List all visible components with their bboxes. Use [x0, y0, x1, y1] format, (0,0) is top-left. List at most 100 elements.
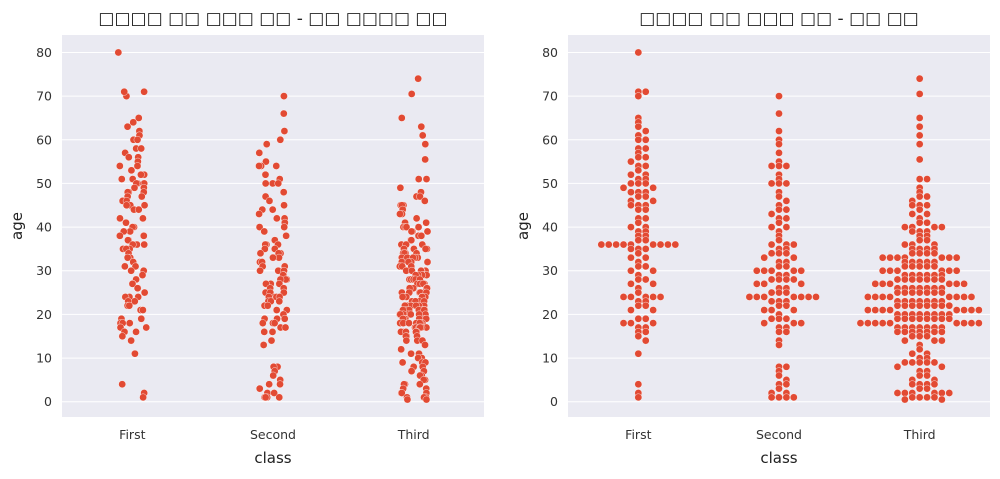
data-point [272, 162, 281, 170]
data-point [945, 301, 954, 310]
data-point [122, 218, 130, 227]
data-points [114, 48, 432, 404]
data-point [275, 280, 284, 288]
data-point [256, 266, 264, 275]
data-point [767, 314, 776, 323]
data-point [142, 323, 151, 332]
data-point [118, 332, 127, 341]
data-point [627, 280, 635, 288]
data-point [279, 188, 288, 196]
data-point [886, 293, 894, 301]
data-point [649, 293, 657, 301]
data-point [901, 288, 909, 297]
data-point [915, 236, 924, 244]
data-point [634, 275, 643, 284]
data-point [923, 301, 931, 310]
data-point [790, 240, 798, 249]
data-point [790, 275, 798, 284]
data-point [634, 314, 643, 323]
data-point [627, 201, 635, 210]
data-point [641, 245, 650, 253]
data-point [915, 175, 924, 183]
data-point [649, 319, 657, 327]
data-point [945, 266, 954, 275]
data-point [760, 306, 769, 314]
data-point [273, 214, 281, 223]
data-point [782, 288, 791, 297]
data-point [797, 293, 806, 301]
data-point [634, 92, 643, 100]
x-tick-label: First [119, 427, 145, 442]
data-point [901, 358, 909, 367]
data-point [421, 245, 430, 253]
data-point [627, 253, 635, 262]
data-point [140, 201, 149, 210]
data-point [270, 319, 279, 327]
data-point [414, 223, 423, 231]
data-point [396, 183, 405, 192]
data-point [782, 205, 791, 214]
data-point [871, 306, 880, 314]
data-point [878, 319, 887, 327]
data-point [797, 280, 806, 288]
data-point [634, 153, 643, 162]
data-point [627, 223, 635, 231]
data-point [634, 135, 643, 144]
data-point [923, 201, 931, 210]
data-point [423, 227, 432, 236]
data-point [127, 336, 135, 345]
data-point [745, 293, 754, 301]
data-point [960, 293, 968, 301]
data-point [760, 266, 769, 275]
data-point [901, 395, 909, 404]
data-point [268, 328, 277, 336]
data-point [923, 236, 931, 244]
data-point [938, 336, 946, 345]
data-point [760, 280, 769, 288]
data-point [915, 218, 924, 227]
data-point [422, 395, 431, 404]
data-point [915, 314, 924, 323]
data-point [128, 280, 137, 288]
data-point [975, 306, 983, 314]
data-point [782, 275, 791, 284]
data-point [930, 301, 939, 310]
data-point [775, 371, 783, 380]
data-point [280, 223, 289, 231]
data-point [130, 183, 139, 192]
data-point [767, 297, 776, 306]
data-point [124, 236, 132, 244]
data-point [634, 192, 643, 201]
data-point [908, 332, 917, 341]
data-point [938, 301, 946, 310]
data-point [952, 280, 961, 288]
data-point [952, 293, 961, 301]
x-tick-label: Second [250, 427, 296, 442]
data-point [116, 214, 124, 223]
data-point [938, 362, 946, 371]
data-point [627, 170, 635, 179]
data-point [908, 393, 917, 402]
data-point [938, 389, 946, 397]
data-point [797, 319, 806, 327]
data-point [775, 236, 783, 244]
data-point [901, 336, 909, 345]
data-point [619, 240, 628, 249]
data-point [641, 162, 650, 170]
data-point [893, 314, 902, 323]
data-point [641, 179, 650, 188]
data-point [265, 380, 273, 389]
data-point [280, 92, 288, 100]
data-point [269, 253, 277, 262]
y-tick-label: 20 [36, 307, 52, 322]
y-tick-label: 30 [36, 263, 52, 278]
y-tick-label: 30 [542, 263, 558, 278]
data-point [421, 140, 430, 148]
x-axis-label: class [760, 449, 797, 467]
data-point [126, 227, 134, 236]
data-point [923, 393, 931, 402]
data-point [398, 389, 406, 397]
data-point [116, 232, 124, 240]
data-point [878, 280, 887, 288]
data-point [915, 155, 924, 164]
